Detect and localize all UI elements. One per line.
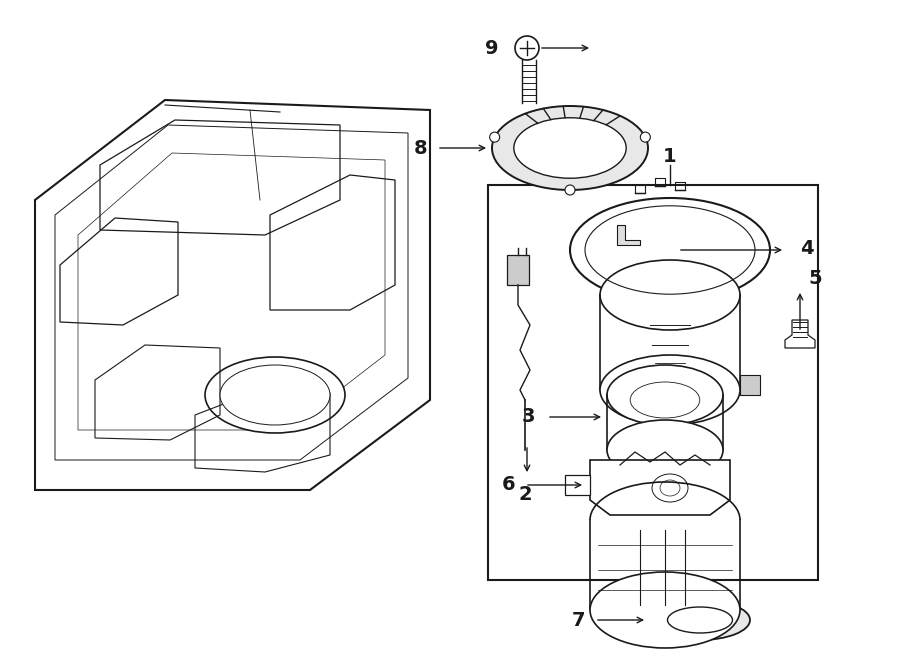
Text: 9: 9 — [485, 38, 499, 58]
Circle shape — [490, 132, 500, 142]
Bar — [507, 255, 529, 285]
Ellipse shape — [220, 365, 330, 425]
Text: 6: 6 — [501, 475, 515, 494]
Text: 1: 1 — [662, 147, 676, 167]
Circle shape — [565, 185, 575, 195]
Polygon shape — [617, 225, 640, 245]
Ellipse shape — [514, 118, 626, 178]
Text: 8: 8 — [413, 139, 427, 157]
Ellipse shape — [205, 357, 345, 433]
Bar — [488, 185, 818, 580]
Circle shape — [640, 132, 651, 142]
Ellipse shape — [650, 600, 750, 640]
Text: 7: 7 — [572, 611, 585, 629]
Ellipse shape — [607, 420, 723, 480]
Ellipse shape — [600, 355, 740, 425]
Polygon shape — [565, 475, 590, 495]
Circle shape — [515, 36, 539, 60]
Ellipse shape — [492, 106, 648, 190]
Polygon shape — [590, 460, 730, 515]
Text: 4: 4 — [800, 239, 814, 258]
Polygon shape — [740, 375, 760, 395]
Polygon shape — [785, 320, 815, 348]
Text: 2: 2 — [518, 485, 532, 504]
Ellipse shape — [570, 198, 770, 302]
Ellipse shape — [590, 572, 740, 648]
Text: 5: 5 — [808, 268, 822, 288]
Ellipse shape — [600, 260, 740, 330]
Polygon shape — [35, 100, 430, 490]
Text: 3: 3 — [521, 407, 535, 426]
Ellipse shape — [668, 607, 733, 633]
Ellipse shape — [607, 365, 723, 425]
